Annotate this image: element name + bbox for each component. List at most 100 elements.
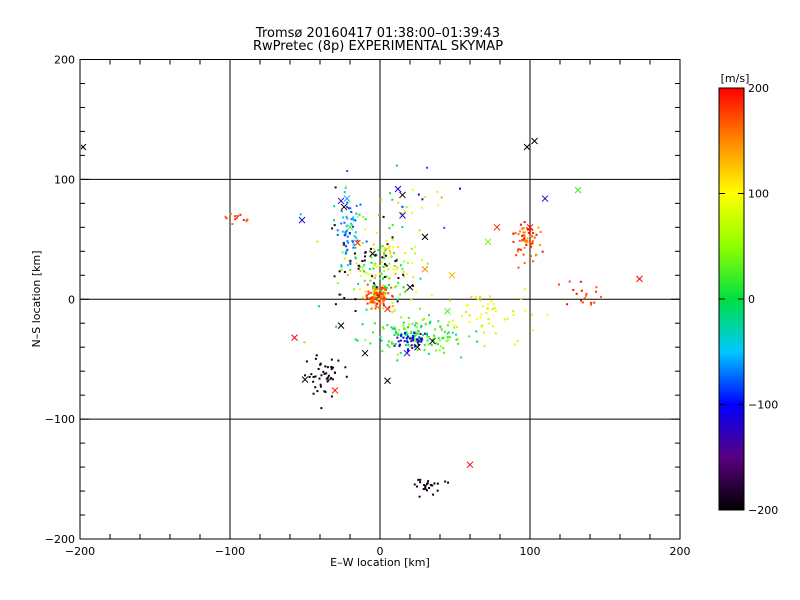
data-point [345, 250, 348, 253]
data-point [347, 207, 350, 210]
data-point [477, 298, 480, 301]
data-point [382, 265, 385, 268]
data-point [369, 298, 372, 301]
x-marker [466, 461, 474, 469]
data-point [365, 308, 368, 311]
data-point [373, 264, 376, 267]
data-point [385, 247, 388, 250]
data-point [393, 286, 396, 289]
data-point [340, 268, 343, 271]
data-point [379, 286, 382, 289]
colorbar-tick-label: 200 [748, 82, 769, 95]
data-point [318, 377, 321, 380]
x-marker [394, 185, 402, 193]
data-point [343, 221, 346, 224]
data-point [242, 219, 245, 222]
data-point [417, 329, 420, 332]
data-point [358, 288, 361, 291]
colorbar-tick-label: −200 [748, 504, 778, 517]
data-point [388, 245, 391, 248]
data-point [346, 170, 349, 173]
data-point [530, 234, 533, 237]
data-point [568, 280, 571, 283]
data-point [493, 307, 496, 310]
data-point [487, 303, 490, 306]
data-point [440, 196, 443, 199]
data-point [378, 277, 381, 280]
data-point [380, 261, 383, 264]
data-point [474, 295, 477, 298]
data-point [526, 239, 529, 242]
data-point [343, 270, 346, 273]
data-point [391, 224, 394, 227]
data-point [580, 289, 583, 292]
data-point [384, 254, 387, 257]
x-marker [636, 275, 643, 283]
data-point [421, 318, 424, 321]
data-point [415, 291, 418, 294]
data-point [305, 360, 308, 363]
data-point [397, 277, 400, 280]
data-point [392, 246, 395, 249]
data-point [400, 212, 403, 215]
colorbar-ticks: 200 100 0 −100 −200 [719, 82, 778, 517]
data-point [347, 259, 350, 262]
data-point [382, 292, 385, 295]
data-point [375, 231, 378, 234]
data-point [396, 359, 399, 362]
data-point [394, 342, 397, 345]
x-marker [403, 349, 411, 357]
data-point [451, 331, 454, 334]
data-point [349, 268, 352, 271]
data-point [342, 244, 345, 247]
data-point [370, 306, 373, 309]
data-point [372, 299, 375, 302]
data-point [371, 275, 374, 278]
data-point [595, 290, 598, 293]
data-point [333, 205, 336, 208]
data-point [443, 226, 446, 229]
data-point [373, 293, 376, 296]
data-point [519, 223, 522, 226]
data-point [359, 203, 362, 206]
data-point [356, 339, 359, 342]
data-point [419, 336, 422, 339]
data-point [359, 270, 362, 273]
data-point [370, 256, 373, 259]
data-point [383, 252, 386, 255]
data-point [365, 271, 368, 274]
data-point [421, 337, 424, 340]
data-point [395, 258, 398, 261]
data-point [357, 264, 360, 267]
data-point [224, 215, 227, 218]
data-point [312, 392, 315, 395]
data-point [415, 322, 418, 325]
data-point [415, 325, 418, 328]
data-point [400, 334, 403, 337]
data-point [448, 336, 451, 339]
data-point [483, 331, 486, 334]
data-point [374, 304, 377, 307]
data-point [349, 232, 352, 235]
data-point [424, 332, 427, 335]
data-point [375, 288, 378, 291]
data-point [357, 282, 360, 285]
data-point [353, 235, 356, 238]
x-tick-label: 200 [670, 545, 691, 558]
data-point [519, 248, 522, 251]
data-point [384, 288, 387, 291]
data-point [413, 483, 416, 486]
data-point [395, 285, 398, 288]
data-point [426, 489, 429, 492]
data-point [344, 252, 347, 255]
data-point [362, 215, 365, 218]
data-point [475, 317, 478, 320]
data-point [411, 262, 414, 265]
data-point [428, 486, 431, 489]
data-point [299, 213, 302, 216]
data-point [340, 264, 343, 267]
data-point [480, 325, 483, 328]
data-point [364, 228, 367, 231]
data-point [414, 331, 417, 334]
data-point [420, 206, 423, 209]
